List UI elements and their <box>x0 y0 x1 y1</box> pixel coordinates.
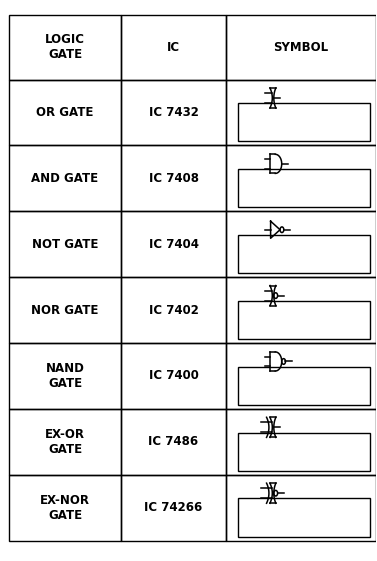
Text: IC 74266: IC 74266 <box>144 501 203 514</box>
Bar <box>238 103 369 141</box>
Bar <box>226 343 375 409</box>
Bar <box>226 277 375 343</box>
Text: OR GATE: OR GATE <box>36 106 94 119</box>
Text: NOR GATE: NOR GATE <box>31 304 99 316</box>
Bar <box>9 475 121 541</box>
Bar <box>121 277 226 343</box>
Text: LOGIC
GATE: LOGIC GATE <box>45 34 85 62</box>
Text: IC 7486: IC 7486 <box>149 435 199 448</box>
Text: IC 7408: IC 7408 <box>149 172 199 185</box>
Text: NAND
GATE: NAND GATE <box>46 362 84 390</box>
Bar <box>121 211 226 277</box>
Bar <box>238 433 369 471</box>
Bar <box>9 277 121 343</box>
Bar <box>9 15 121 80</box>
Bar <box>121 80 226 145</box>
Bar <box>238 235 369 273</box>
Text: IC 7400: IC 7400 <box>149 370 198 383</box>
Text: IC 7402: IC 7402 <box>149 304 198 316</box>
Bar <box>238 169 369 208</box>
Bar <box>121 409 226 475</box>
Text: IC: IC <box>167 41 180 54</box>
Text: IC 7432: IC 7432 <box>149 106 198 119</box>
Bar <box>226 80 375 145</box>
Text: NOT GATE: NOT GATE <box>32 238 98 251</box>
Text: IC 7404: IC 7404 <box>149 238 199 251</box>
Bar <box>9 409 121 475</box>
Bar <box>9 211 121 277</box>
Bar <box>238 367 369 405</box>
Bar <box>226 475 375 541</box>
Bar <box>121 15 226 80</box>
Bar <box>238 499 369 537</box>
Text: AND GATE: AND GATE <box>31 172 98 185</box>
Bar <box>226 409 375 475</box>
Bar <box>9 80 121 145</box>
Bar <box>121 343 226 409</box>
Bar <box>9 343 121 409</box>
Text: EX-NOR
GATE: EX-NOR GATE <box>40 494 90 522</box>
Text: EX-OR
GATE: EX-OR GATE <box>45 428 85 456</box>
Bar <box>226 211 375 277</box>
Bar <box>9 145 121 211</box>
Text: SYMBOL: SYMBOL <box>273 41 328 54</box>
Bar <box>238 301 369 339</box>
Bar <box>226 15 375 80</box>
Bar <box>121 145 226 211</box>
Bar <box>121 475 226 541</box>
Bar <box>226 145 375 211</box>
